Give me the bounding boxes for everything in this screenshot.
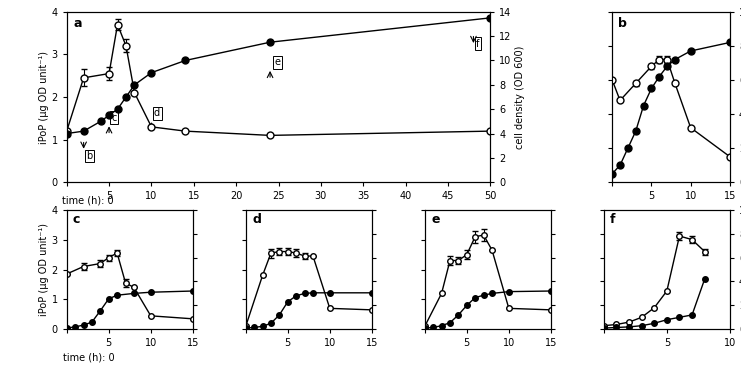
Y-axis label: cell density (OD 600): cell density (OD 600) bbox=[514, 45, 525, 149]
Text: time (h): 0: time (h): 0 bbox=[62, 196, 114, 206]
Text: f: f bbox=[476, 38, 479, 49]
Text: e: e bbox=[431, 213, 439, 226]
Text: b: b bbox=[86, 151, 93, 161]
Text: f: f bbox=[610, 213, 616, 226]
Text: c: c bbox=[112, 113, 117, 123]
Text: c: c bbox=[73, 213, 80, 226]
Text: b: b bbox=[618, 17, 627, 30]
Text: d: d bbox=[154, 108, 160, 118]
Y-axis label: iPoP (μg OD unit⁻¹): iPoP (μg OD unit⁻¹) bbox=[39, 223, 49, 316]
Text: e: e bbox=[274, 57, 280, 67]
Text: time (h): 0: time (h): 0 bbox=[63, 353, 115, 363]
Y-axis label: iPoP (μg OD unit⁻¹): iPoP (μg OD unit⁻¹) bbox=[39, 51, 49, 143]
Text: a: a bbox=[73, 17, 82, 30]
Text: d: d bbox=[252, 213, 261, 226]
